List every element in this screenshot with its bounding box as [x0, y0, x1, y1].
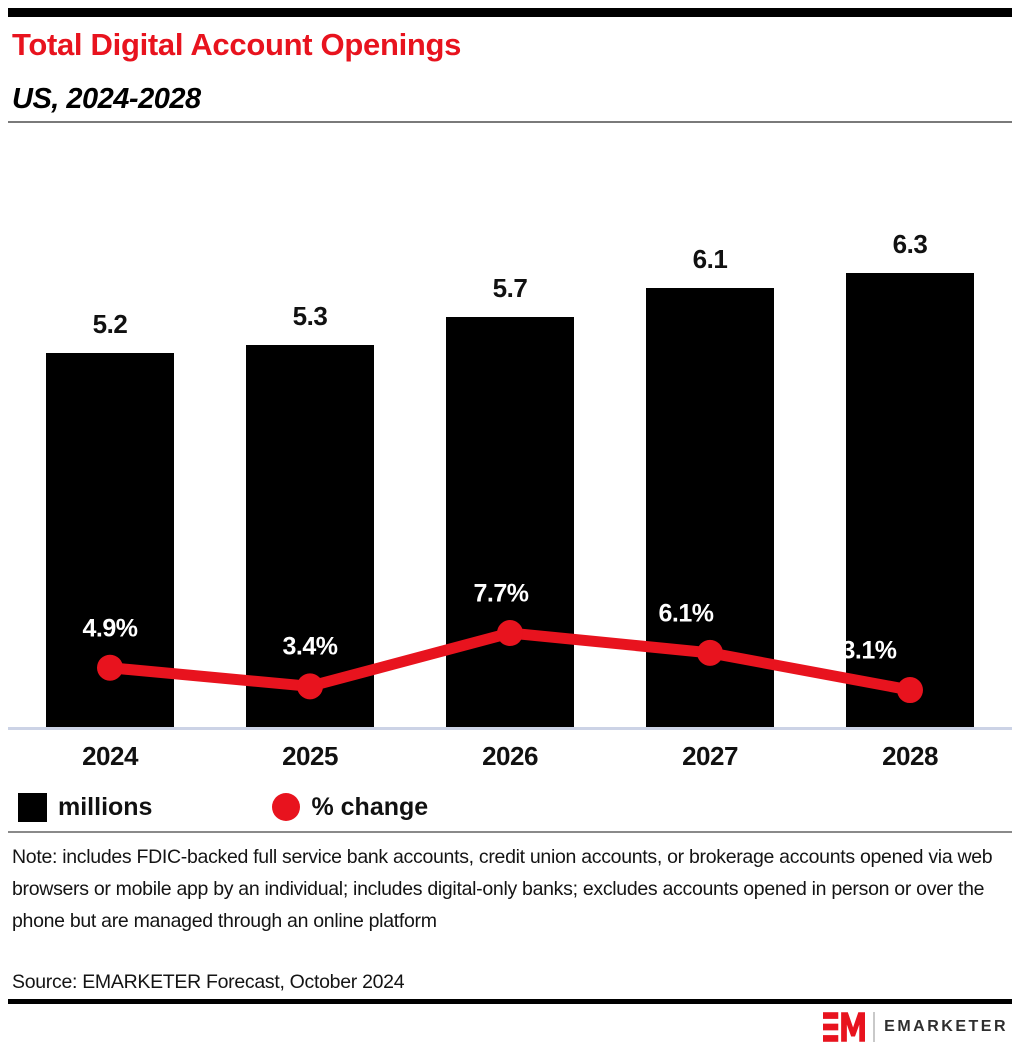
legend-divider [8, 831, 1012, 833]
chart-source: Source: EMARKETER Forecast, October 2024 [12, 971, 405, 993]
x-axis-label-2028: 2028 [882, 741, 938, 771]
brand-logo: EMARKETER [823, 1008, 1008, 1046]
page-title: Total Digital Account Openings [12, 27, 462, 62]
x-axis-line [8, 727, 1012, 730]
x-axis-label-2026: 2026 [482, 741, 538, 771]
bar-2024 [46, 352, 174, 727]
chart-subtitle: US, 2024-2028 [12, 83, 201, 115]
pct-change-label-2026: 7.7% [473, 579, 529, 608]
footer-divider [8, 999, 1012, 1004]
bar-value-label: 6.1 [692, 243, 728, 274]
x-axis-label-2025: 2025 [282, 741, 338, 771]
bar-value-label: 5.7 [492, 272, 528, 303]
bar-value-label: 5.2 [92, 308, 128, 339]
bar-value-label: 6.3 [892, 229, 928, 260]
legend-label-millions: millions [58, 792, 153, 821]
bar-2027 [646, 287, 774, 727]
x-axis-label-2024: 2024 [82, 741, 138, 771]
legend-swatch-millions [18, 792, 47, 822]
brand-name: EMARKETER [884, 1018, 1008, 1035]
legend-swatch-pct-change [272, 793, 301, 821]
chart-legend: millions % change [18, 791, 428, 823]
brand-divider [873, 1012, 876, 1042]
emarketer-logo-icon [823, 1012, 866, 1042]
header-divider [8, 121, 1012, 123]
legend-label-pct-change: % change [311, 792, 429, 821]
pct-change-label-2027: 6.1% [658, 599, 714, 628]
pct-change-label-2025: 3.4% [282, 632, 338, 661]
bar-value-label: 5.3 [292, 301, 328, 332]
pct-change-label-2024: 4.9% [82, 614, 138, 643]
bar-2026 [446, 316, 574, 727]
pct-change-label-2028: 3.1% [841, 636, 897, 665]
chart-note: Note: includes FDIC-backed full service … [12, 846, 993, 932]
x-axis-label-2027: 2027 [682, 741, 738, 771]
top-rule [8, 8, 1012, 17]
bar-2025 [246, 345, 374, 727]
